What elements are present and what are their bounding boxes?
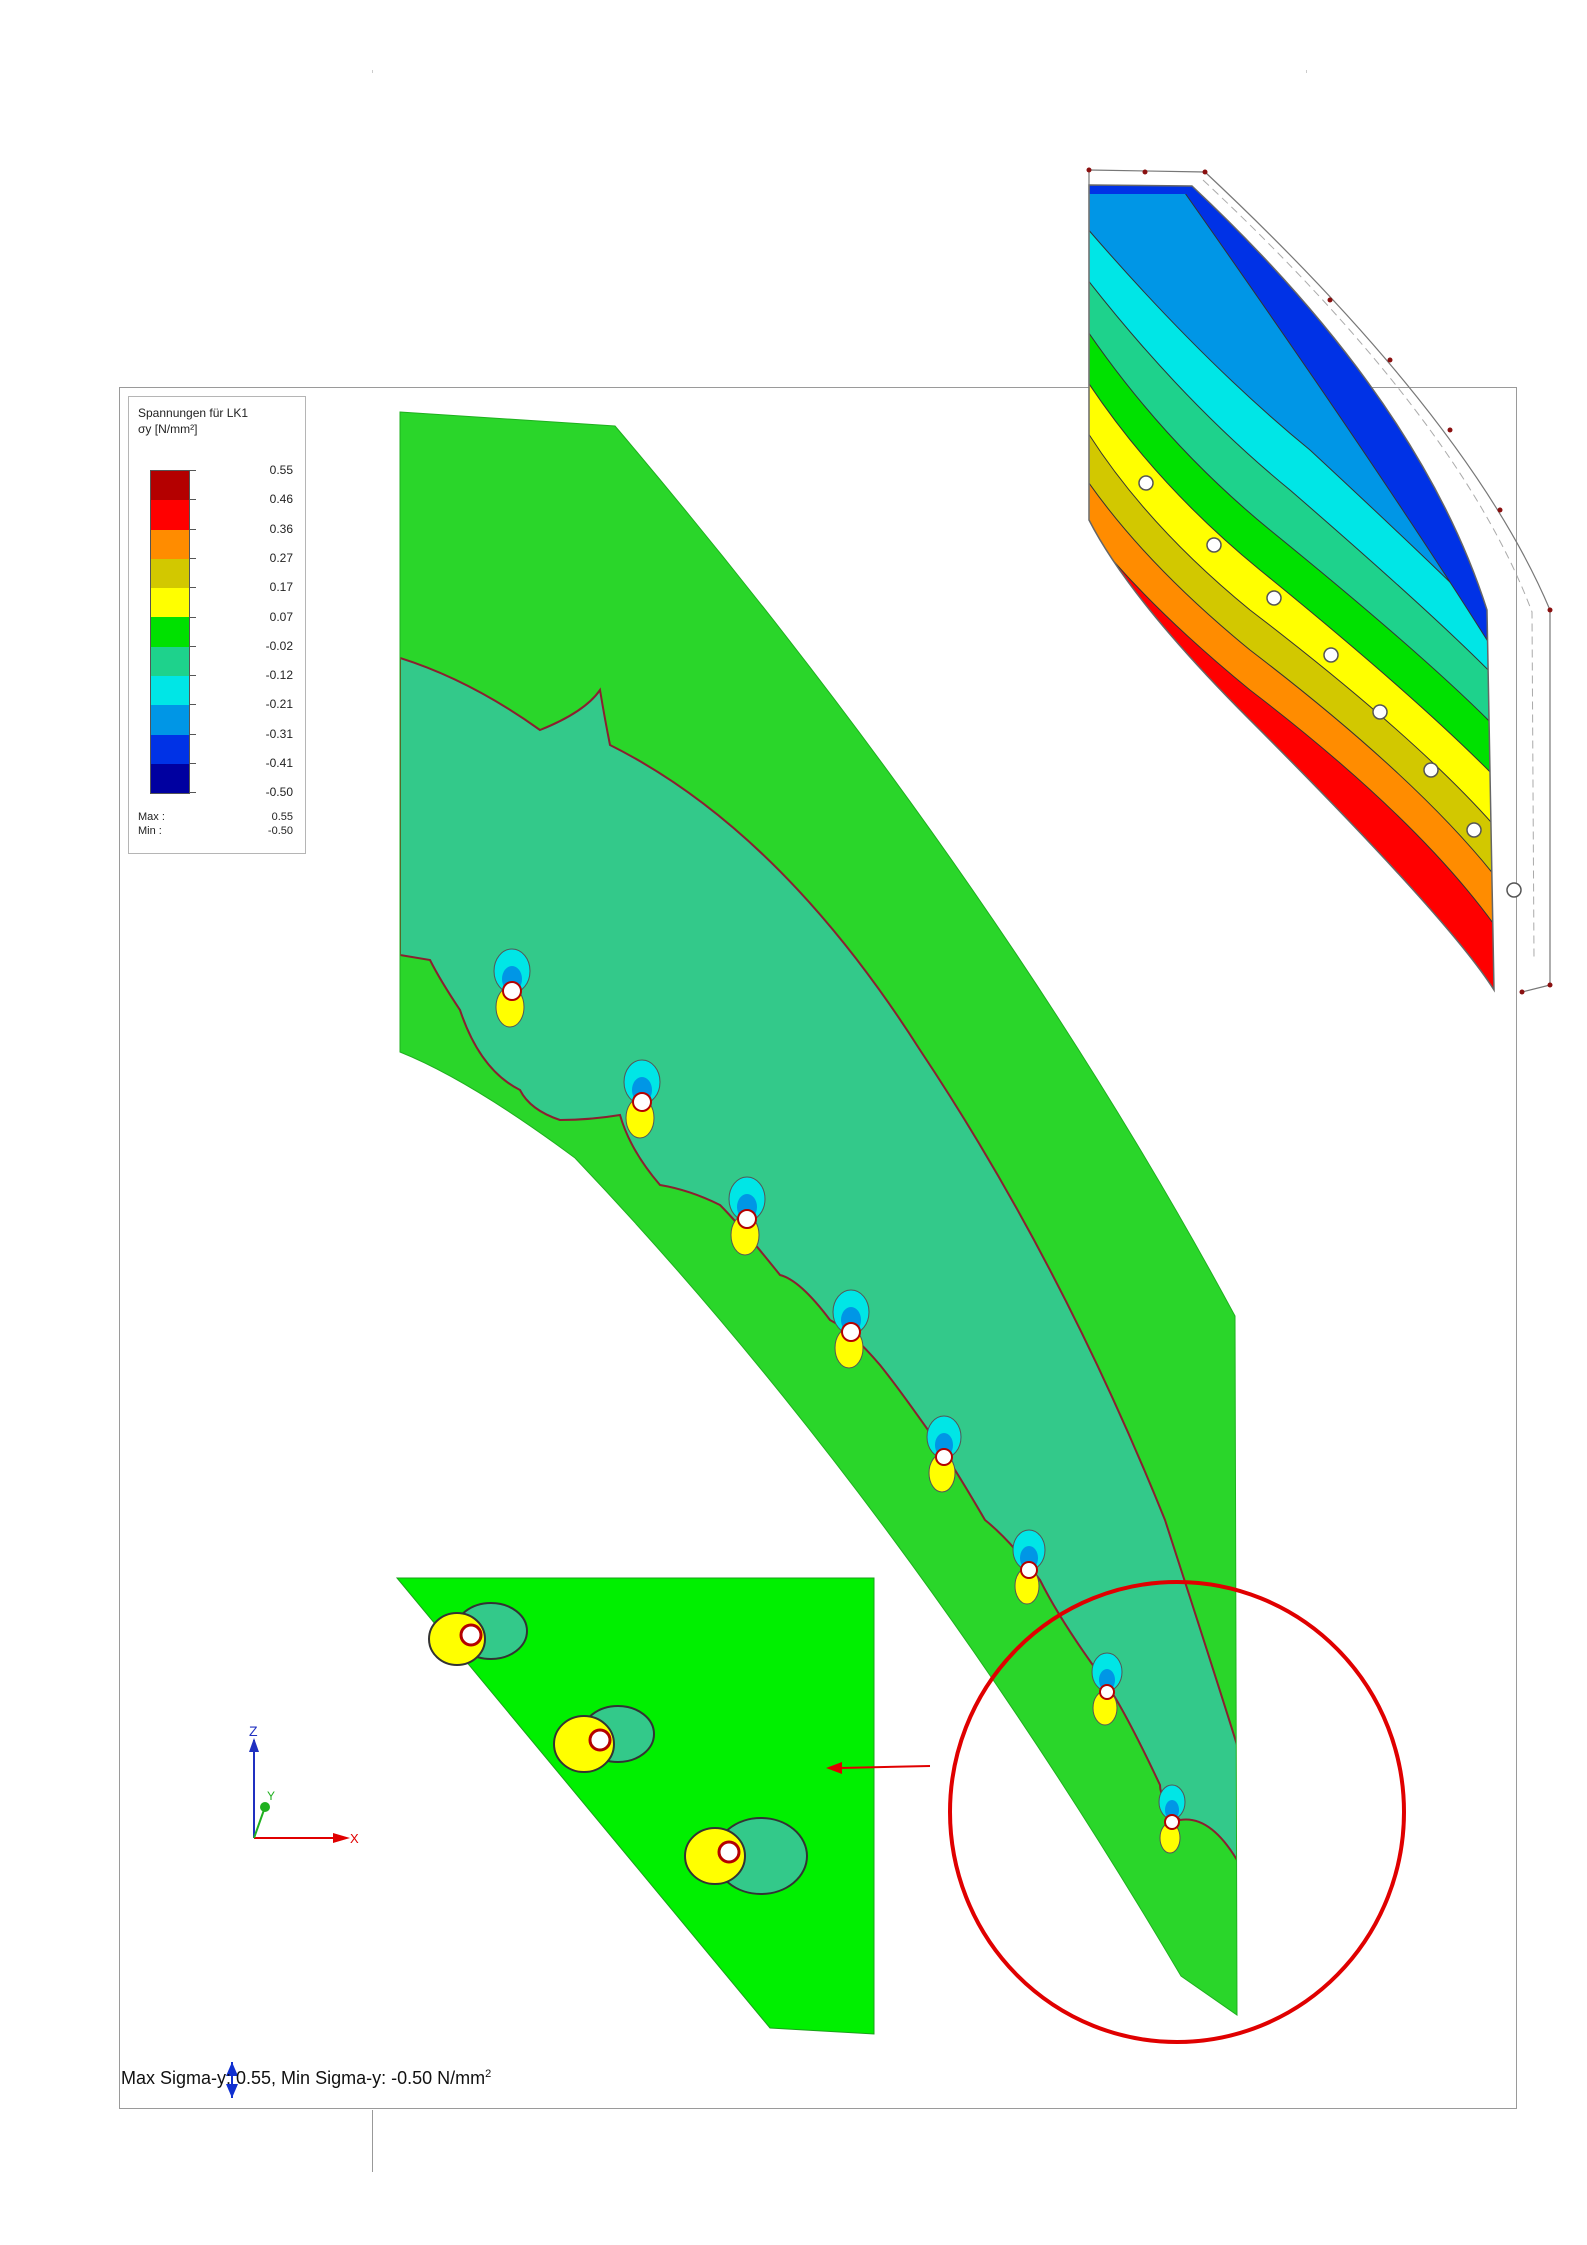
legend-tick <box>190 675 196 677</box>
legend-value: 0.27 <box>269 550 293 565</box>
legend-unit: σy [N/mm²] <box>138 422 198 436</box>
legend-swatch <box>150 588 190 618</box>
legend-title: Spannungen für LK1 <box>138 406 249 420</box>
zoom-arrow <box>826 1762 931 1774</box>
bolt-hole <box>1158 1784 1186 1854</box>
legend-tick <box>190 616 196 618</box>
bolt-hole <box>493 948 531 1028</box>
legend-tick <box>190 733 196 735</box>
legend-value: 0.17 <box>269 580 293 595</box>
status-text: Max Sigma-y: 0.55, Min Sigma-y: -0.50 N/… <box>121 2068 486 2088</box>
legend-swatch <box>150 734 190 764</box>
legend-value: -0.12 <box>265 668 293 683</box>
z-axis-label: Z <box>249 1723 258 1739</box>
legend-tick <box>190 557 196 559</box>
top-tick <box>372 70 373 73</box>
legend-tick <box>190 763 196 764</box>
legend-value: -0.50 <box>265 785 293 800</box>
inset-bolt <box>553 1705 655 1773</box>
bolt-hole <box>1012 1529 1046 1605</box>
legend-swatch <box>150 646 190 677</box>
legend-tick <box>190 587 196 589</box>
legend-color-bar <box>150 470 190 795</box>
legend-value: 0.07 <box>269 609 293 624</box>
legend-value: -0.31 <box>265 726 293 741</box>
x-axis-label: X <box>350 1831 359 1846</box>
legend-tick <box>190 792 196 794</box>
legend-swatch <box>150 763 190 794</box>
legend-swatch <box>150 500 190 530</box>
bolt-hole <box>728 1176 766 1256</box>
legend-swatch <box>150 471 190 501</box>
legend-max-label: Max : <box>138 811 165 823</box>
legend-tick <box>190 528 196 530</box>
legend-tick <box>190 645 196 647</box>
legend-tick <box>190 470 196 471</box>
color-legend: Spannungen für LK1 σy [N/mm²] 0.55 0.46 0.… <box>128 396 306 854</box>
bolt-contours <box>493 948 1186 1854</box>
legend-swatch <box>150 676 190 706</box>
top-tick <box>1306 70 1307 73</box>
legend-value: -0.02 <box>265 638 293 653</box>
zoom-inset <box>395 1577 875 2035</box>
inset-bolt <box>684 1817 808 1895</box>
legend-value: -0.41 <box>265 756 293 770</box>
highlight-circle <box>948 1580 1406 2044</box>
legend-min-value: -0.50 <box>267 825 293 837</box>
y-axis-label: Y <box>267 1789 275 1803</box>
bolt-hole <box>1091 1652 1123 1726</box>
bolt-hole <box>623 1059 661 1139</box>
separator-line <box>372 2110 373 2172</box>
legend-value: -0.21 <box>265 697 293 712</box>
legend-value: 0.55 <box>269 463 293 477</box>
legend-min-label: Min : <box>138 825 162 837</box>
legend-value: 0.36 <box>269 521 293 536</box>
status-superscript: 2 <box>485 2068 492 2080</box>
view-frame <box>119 387 1517 2109</box>
legend-swatch <box>150 617 190 647</box>
inset-bolt <box>428 1602 528 1666</box>
legend-value: 0.46 <box>269 492 293 507</box>
legend-tick <box>190 704 196 706</box>
legend-swatch <box>150 705 190 735</box>
legend-max-value: 0.55 <box>271 811 293 823</box>
overview-3d-model <box>1086 167 1553 995</box>
bolt-hole <box>832 1289 870 1369</box>
axis-triad <box>249 1738 350 1843</box>
status-bar: Max Sigma-y: 0.55, Min Sigma-y: -0.50 N/… <box>121 2068 491 2089</box>
cursor-glyph <box>226 2062 238 2098</box>
bolt-hole <box>926 1415 962 1493</box>
legend-swatch <box>150 558 190 589</box>
legend-swatch <box>150 529 190 559</box>
legend-tick <box>190 499 196 501</box>
